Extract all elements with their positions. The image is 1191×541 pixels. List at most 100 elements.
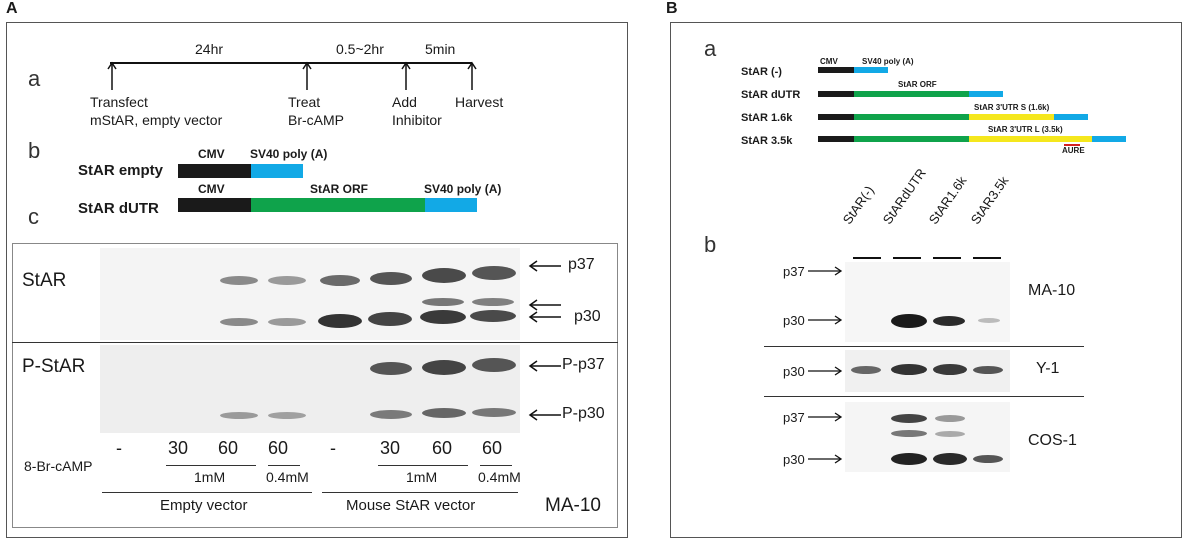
time-lane8: 60 — [482, 438, 503, 458]
blot-arrows-b — [808, 266, 843, 464]
band-cos1-lane3-p30 — [933, 453, 967, 465]
band-star-p37-lane6 — [370, 272, 412, 285]
conc-1: 1mM — [194, 469, 226, 485]
step-2-line2: Br-cAMP — [288, 112, 344, 128]
cmv-label-c: CMV — [198, 182, 225, 196]
timeline-arrows — [107, 61, 477, 90]
y1-cell: Y-1 — [1036, 360, 1060, 377]
band-star-p30-lane3 — [220, 318, 258, 326]
label-p30: p30 — [574, 308, 601, 325]
band-star-p37-lane3 — [220, 276, 258, 285]
duration-1: 24hr — [195, 41, 224, 57]
polya-segment — [969, 91, 1003, 97]
step-2-line1: Treat — [288, 94, 321, 110]
band-y1-lane3 — [933, 364, 967, 375]
construct-star-empty: StAR empty — [78, 162, 164, 179]
band-ma10-lane3-p30 — [933, 316, 965, 326]
row-label-star: StAR — [22, 270, 67, 291]
blot-image-star — [100, 248, 520, 340]
construct-star-minus: StAR (-) — [741, 66, 782, 78]
utr-s-label: StAR 3'UTR S (1.6k) — [974, 103, 1050, 112]
orf-segment — [854, 114, 969, 120]
cmv-label-b: CMV — [198, 147, 225, 161]
band-y1-lane2 — [891, 364, 927, 375]
polya-segment — [251, 164, 303, 178]
group-underline-1 — [102, 492, 312, 493]
panel-a-label: A — [6, 0, 18, 17]
duration-3: 5min — [425, 41, 456, 57]
panel-b-label: B — [666, 0, 678, 17]
group-empty-vector: Empty vector — [160, 497, 248, 514]
band-star-p30-lane5 — [318, 314, 362, 328]
panel-a-sub-b: b — [28, 138, 41, 163]
band-pstar-p30-lane3 — [220, 412, 258, 419]
cos1-cell: COS-1 — [1028, 432, 1077, 449]
divider-1 — [764, 346, 1084, 347]
band-star-p30-lane8 — [470, 310, 516, 322]
band-cos1-lane4-p30 — [973, 455, 1003, 463]
band-star-mid-lane7 — [422, 298, 464, 306]
conc-underline-4 — [480, 465, 512, 466]
ma10-marker-p30: p30 — [783, 313, 805, 328]
polya-label-ba: SV40 poly (A) — [862, 57, 914, 66]
band-pstar-p30-lane7 — [422, 408, 466, 418]
band-cos1-lane3-p37 — [935, 415, 965, 422]
cmv-segment — [818, 114, 854, 120]
cmv-segment — [818, 67, 854, 73]
cmv-segment — [818, 91, 854, 97]
band-star-p30-lane7 — [420, 310, 466, 324]
band-cos1-lane2-p37 — [891, 414, 927, 423]
conc-4: 0.4mM — [478, 469, 521, 485]
band-star-mid-lane8 — [472, 298, 514, 306]
construct-star-1-6k: StAR 1.6k — [741, 112, 793, 124]
cmv-segment — [178, 198, 251, 212]
time-lane6: 30 — [380, 438, 401, 458]
utr-long-segment — [969, 136, 1092, 142]
cos1-marker-p30: p30 — [783, 452, 805, 467]
ma10-cell: MA-10 — [1028, 282, 1076, 299]
lane-bar-3 — [933, 257, 961, 259]
time-lane4: 60 — [268, 438, 289, 458]
band-star-p37-lane8 — [472, 266, 516, 280]
band-star-p30-lane6 — [368, 312, 412, 326]
band-cos1-lane2-mid — [891, 430, 927, 437]
polya-segment — [854, 67, 888, 73]
blot-divider — [12, 342, 618, 343]
band-pstar-p30-lane8 — [472, 408, 516, 417]
orf-label-c: StAR ORF — [310, 182, 368, 196]
aure-label: AURE — [1062, 146, 1085, 155]
label-pp37: P-p37 — [562, 356, 605, 373]
panel-a-sub-a: a — [28, 66, 41, 91]
step-3-line1: Add — [392, 94, 417, 110]
blot-b-ma10 — [845, 262, 1010, 342]
cmv-label-ba: CMV — [820, 57, 838, 66]
utr-l-label: StAR 3'UTR L (3.5k) — [988, 125, 1063, 134]
lane-bar-2 — [893, 257, 921, 259]
step-3-line2: Inhibitor — [392, 112, 442, 128]
conc-underline-1 — [166, 465, 256, 466]
band-pstar-p30-lane4 — [268, 412, 306, 419]
band-y1-lane1 — [851, 366, 881, 374]
band-star-p37-lane5 — [320, 275, 360, 286]
lane-bar-1 — [853, 257, 881, 259]
y1-marker-p30: p30 — [783, 364, 805, 379]
label-pp30: P-p30 — [562, 405, 605, 422]
band-cos1-lane2-p30 — [891, 453, 927, 465]
polya-label-b: SV40 poly (A) — [250, 147, 328, 161]
panel-b-sub-a: a — [704, 36, 717, 61]
conc-3: 1mM — [406, 469, 438, 485]
cos1-marker-p37: p37 — [783, 410, 805, 425]
orf-segment — [854, 91, 969, 97]
time-lane7: 60 — [432, 438, 453, 458]
construct-star-dutr: StAR dUTR — [78, 200, 159, 217]
treatment-label: 8-Br-cAMP — [24, 458, 93, 474]
step-1-line2: mStAR, empty vector — [90, 112, 223, 128]
polya-segment — [1054, 114, 1088, 120]
band-star-p30-lane4 — [268, 318, 306, 326]
lane-bar-4 — [973, 257, 1001, 259]
band-star-p37-lane4 — [268, 276, 306, 285]
conc-underline-2 — [268, 465, 300, 466]
blot-image-pstar — [100, 345, 520, 433]
band-pstar-p37-lane8 — [472, 358, 516, 372]
utr-short-segment — [969, 114, 1054, 120]
